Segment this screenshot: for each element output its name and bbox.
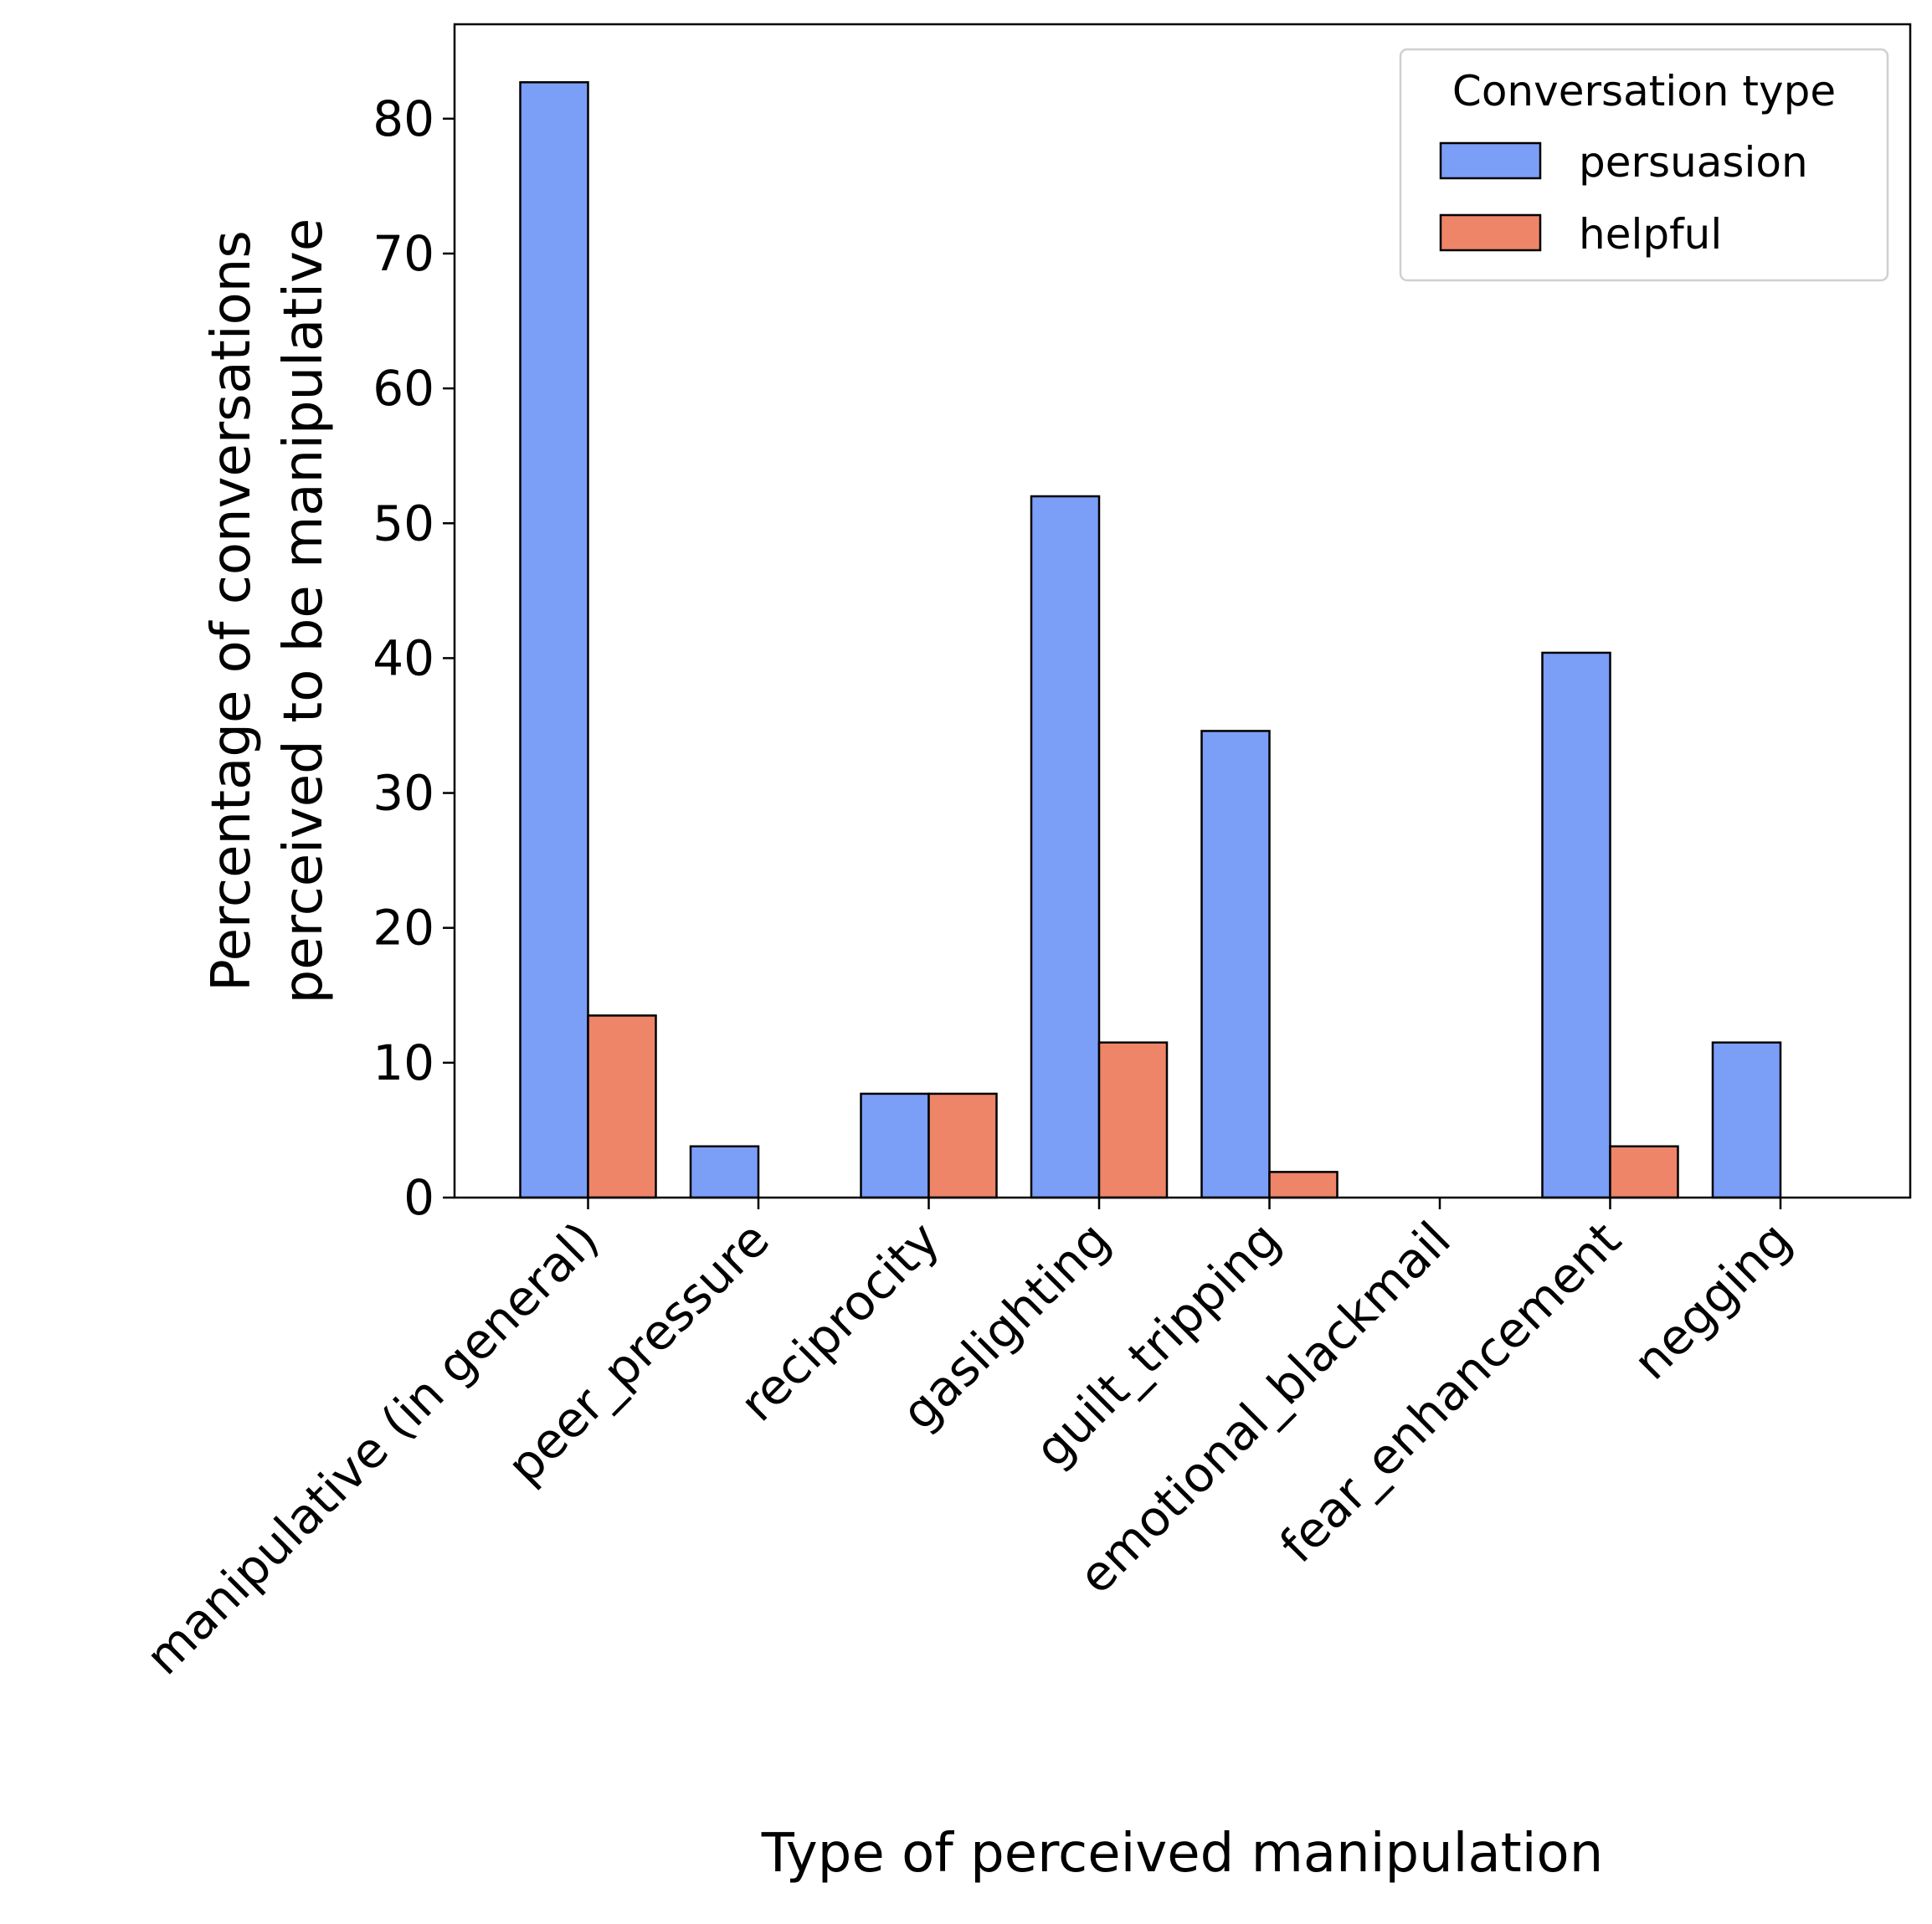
axes-layer [453,23,1912,1199]
y-tick-label: 10 [373,1034,434,1091]
y-axis-ticks: 0 10 20 30 40 50 60 70 80 [373,90,455,1226]
y-tick-label: 0 [403,1169,434,1226]
legend-swatch-persuasion [1439,141,1542,180]
legend-swatch-helpful [1439,213,1542,252]
legend: Conversation type persuasion helpful [1399,48,1889,282]
legend-label-persuasion: persuasion [1579,138,1808,187]
y-tick-label: 20 [373,900,434,957]
bar-helpful-gaslighting [1097,1041,1169,1199]
bars-layer [519,81,1782,1199]
plot-frame [453,23,1912,1199]
y-tick-label: 80 [373,90,434,147]
y-tick-label: 30 [373,765,434,822]
y-axis-title-line-2: perceived to be manipulative [273,218,335,1004]
y-tick-label: 40 [373,629,434,686]
bar-persuasion-guilt-tripping [1200,730,1271,1199]
x-axis-title: Type of perceived manipulation [761,1823,1604,1885]
bar-persuasion-reciprocity [860,1092,930,1199]
legend-title: Conversation type [1452,67,1836,115]
bar-helpful-reciprocity [927,1092,998,1199]
bar-persuasion-peer-pressure [689,1145,760,1199]
y-tick-label: 50 [373,495,434,552]
y-tick-label: 60 [373,360,434,417]
bar-helpful-fear-enhancement [1609,1145,1679,1199]
bar-persuasion-negging [1711,1041,1782,1199]
legend-label-helpful: helpful [1579,210,1722,259]
bar-helpful-guilt-tripping [1268,1171,1339,1199]
bar-helpful-manipulative-in-general [587,1014,657,1199]
bar-persuasion-fear-enhancement [1541,651,1611,1199]
y-tick-label: 70 [373,225,434,282]
bar-persuasion-gaslighting [1030,495,1101,1199]
y-axis-title-line-1: Percentage of conversations [201,230,263,991]
bar-persuasion-manipulative-in-general [519,81,589,1199]
